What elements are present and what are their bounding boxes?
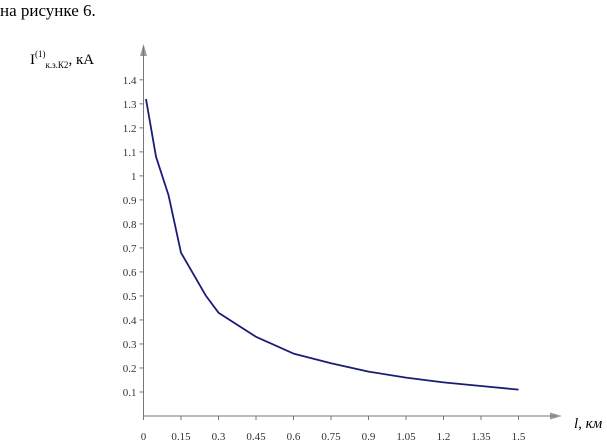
y-tick-label: 1.1 [123,147,137,159]
x-axis-label: l, км [574,416,603,432]
y-tick-label: 1.3 [123,99,137,111]
y-tick-label: 0.7 [123,243,137,255]
data-line [145,98,519,391]
y-tick-label: 0.1 [123,387,137,399]
y-tick-label: 0.5 [123,291,137,303]
y-axis-label: I(1)к.з.К2, кА [30,49,94,70]
y-tick-label: 0.8 [123,219,137,231]
y-label-sup: (1) [35,49,46,59]
y-tick-label: 0.3 [123,339,137,351]
y-label-sub: к.з.К2 [46,60,69,70]
x-tick-label: 0.45 [246,431,266,442]
y-label-unit: , кА [68,52,94,68]
x-tick-label: 0.15 [171,431,191,442]
x-tick-label: 1.5 [512,431,526,442]
x-tick-label: 1.35 [471,431,491,442]
document-text: на рисунке 6. [0,1,96,20]
y-tick-label: 1 [131,171,137,183]
x-tick-label: 0.3 [212,431,226,442]
x-tick-label: 0.75 [321,431,341,442]
x-tick-label: 0.6 [287,431,301,442]
y-tick-label: 0.4 [123,315,137,327]
y-tick-label: 0.2 [123,363,137,375]
y-tick-label: 1.4 [123,75,137,87]
x-tick-label: 1.2 [437,431,451,442]
x-tick-label: 1.05 [396,431,416,442]
y-label-main: I [30,52,35,68]
y-tick-label: 1.2 [123,123,137,135]
y-tick-label: 0.6 [123,267,137,279]
x-tick-label: 0 [141,431,147,442]
x-tick-label: 0.9 [362,431,376,442]
y-tick-label: 0.9 [123,195,137,207]
